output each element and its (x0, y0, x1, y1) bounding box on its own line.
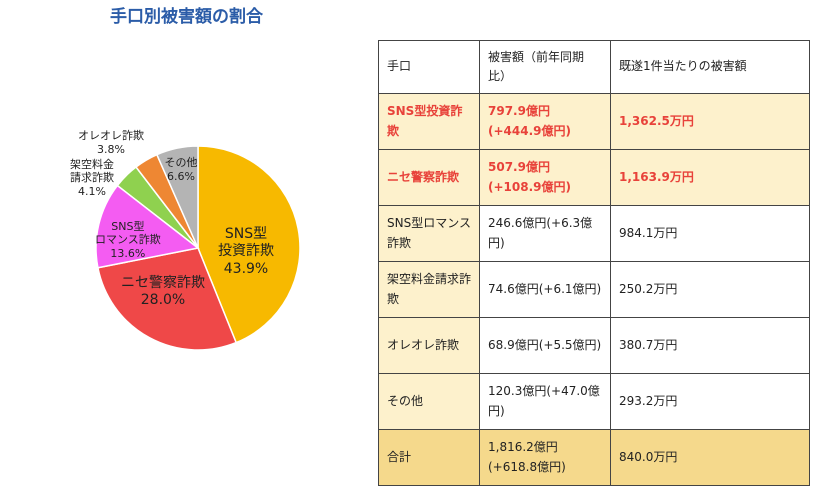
table-row: 架空料金請求詐欺 74.6億円(+6.1億円) 250.2万円 (378, 261, 810, 318)
chart-title: 手口別被害額の割合 (110, 7, 263, 27)
value-label: 28.0% (140, 292, 186, 308)
value-label: 3.8% (97, 142, 125, 156)
table-cell: 既遂1件当たりの被害額 (610, 40, 810, 94)
table-row: SNS型ロマンス詐欺 246.6億円(+6.3億円) 984.1万円 (378, 205, 810, 262)
category-name: 架空料金 請求詐欺 (70, 157, 114, 185)
table-cell: 380.7万円 (610, 317, 810, 374)
table-cell: 合計 (378, 429, 480, 486)
pie-slice (97, 247, 238, 351)
table-cell: ニセ警察詐欺 (378, 149, 480, 206)
pie-slice (197, 145, 301, 344)
table-cell: 984.1万円 (610, 205, 810, 262)
table-cell: 手口 (378, 40, 480, 94)
slice-label: SNS型 投資詐欺 43.9% (218, 226, 274, 279)
table-cell: 架空料金請求詐欺 (378, 261, 480, 318)
table-cell: 250.2万円 (610, 261, 810, 318)
table-row: ニセ警察詐欺 507.9億円(+108.9億円) 1,163.9万円 (378, 149, 810, 206)
table-cell: 293.2万円 (610, 373, 810, 430)
table-cell: 507.9億円(+108.9億円) (479, 149, 611, 206)
table-cell: オレオレ詐欺 (378, 317, 480, 374)
table-cell: 1,163.9万円 (610, 149, 810, 206)
value-label: 43.9% (223, 260, 269, 277)
table-cell: 120.3億円(+47.0億円) (479, 373, 611, 430)
pie-chart (95, 145, 301, 351)
table-cell: 68.9億円(+5.5億円) (479, 317, 611, 374)
table-row: その他 120.3億円(+47.0億円) 293.2万円 (378, 373, 810, 430)
table-cell: 74.6億円(+6.1億円) (479, 261, 611, 318)
table-cell: その他 (378, 373, 480, 430)
slice-label: オレオレ詐欺 3.8% (78, 129, 144, 157)
table-cell: SNS型投資詐欺 (378, 93, 480, 150)
category-name: SNS型 投資詐欺 (218, 225, 274, 260)
slice-label: その他 6.6% (165, 156, 198, 184)
table-cell: 被害額（前年同期比） (479, 40, 611, 94)
value-label: 4.1% (78, 185, 106, 198)
category-name: SNS型 ロマンス詐欺 (95, 219, 161, 247)
category-name: その他 (164, 156, 198, 169)
table-cell: 1,362.5万円 (610, 93, 810, 150)
table-cell: 797.9億円(+444.9億円) (479, 93, 611, 150)
table-cell: SNS型ロマンス詐欺 (378, 205, 480, 262)
table-cell: 246.6億円(+6.3億円) (479, 205, 611, 262)
pie-slice (95, 184, 200, 269)
table-cell: 840.0万円 (610, 429, 810, 486)
pie-slice (155, 145, 199, 249)
slice-label: 架空料金 請求詐欺 4.1% (70, 158, 114, 199)
slice-label: SNS型 ロマンス詐欺 13.6% (95, 220, 161, 261)
table-row: オレオレ詐欺 68.9億円(+5.5億円) 380.7万円 (378, 317, 810, 374)
slice-label: ニセ警察詐欺 28.0% (121, 275, 205, 310)
damage-table: 手口 被害額（前年同期比） 既遂1件当たりの被害額 SNS型投資詐欺 797.9億円(+… (378, 40, 810, 486)
category-name: ニセ警察詐欺 (121, 274, 205, 291)
table-row: SNS型投資詐欺 797.9億円(+444.9億円) 1,362.5万円 (378, 93, 810, 150)
value-label: 13.6% (110, 247, 146, 260)
category-name: オレオレ詐欺 (78, 129, 144, 142)
value-label: 6.6% (167, 169, 195, 183)
table-row: 手口 被害額（前年同期比） 既遂1件当たりの被害額 (378, 40, 810, 94)
table-cell: 1,816.2億円(+618.8億円) (479, 429, 611, 486)
table-row: 合計 1,816.2億円(+618.8億円) 840.0万円 (378, 429, 810, 486)
page: 手口別被害額の割合 手口 被害額（前年同期比） 既遂1件当たりの被害額 SNS型投資詐… (70, 7, 810, 486)
